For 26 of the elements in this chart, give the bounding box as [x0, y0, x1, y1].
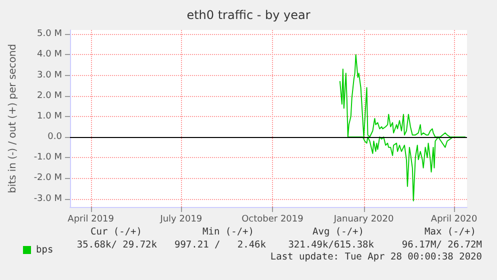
y-axis-title: bits in (-) / out (+) per second	[8, 44, 18, 194]
text: 35.68k/ 29.72k	[76, 240, 158, 250]
y-tick-label: 0.0	[48, 132, 62, 142]
y-tick-label: 3.0 M	[37, 70, 62, 80]
x-tick-label: April 2019	[68, 214, 114, 224]
text: Last update: Tue Apr 28 00:00:38 2020	[270, 252, 482, 262]
text: Cur (-/+)	[90, 226, 142, 238]
text: 997.21 / 2.46k	[174, 240, 266, 250]
y-tick-label: -3.0 M	[34, 194, 62, 204]
y-tick-label: -2.0 M	[34, 173, 62, 184]
x-tick-label: April 2020	[430, 214, 478, 224]
y-tick-label: 1.0 M	[37, 111, 62, 122]
x-tick-label: January 2020	[332, 214, 394, 224]
text: Avg (-/+)	[312, 226, 364, 238]
y-tick-label: 4.0 M	[37, 50, 62, 60]
legend-label: bps	[36, 244, 54, 256]
x-tick-label: July 2019	[159, 214, 202, 224]
text: 96.17M/ 26.72M	[402, 240, 482, 250]
chart-title: eth0 traffic - by year	[186, 8, 310, 22]
text: Max (-/+)	[424, 226, 476, 238]
text: 321.49k/615.38k	[288, 240, 374, 250]
y-tick-label: -1.0 M	[34, 152, 62, 163]
y-tick-label: 5.0 M	[37, 29, 62, 40]
text: Min (-/+)	[202, 226, 254, 238]
y-tick-label: 2.0 M	[37, 90, 62, 101]
x-tick-label: October 2019	[242, 214, 304, 224]
